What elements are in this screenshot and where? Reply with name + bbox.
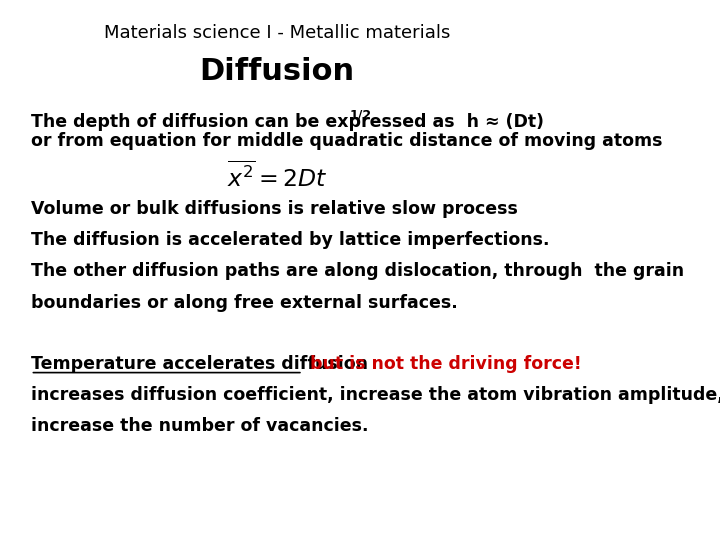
Text: Volume or bulk diffusions is relative slow process: Volume or bulk diffusions is relative sl… <box>30 200 518 218</box>
Text: increase the number of vacancies.: increase the number of vacancies. <box>30 417 368 435</box>
Text: 1/2: 1/2 <box>349 108 372 121</box>
Text: Temperature accelerates diffusion: Temperature accelerates diffusion <box>30 355 367 373</box>
Text: but is not the driving force!: but is not the driving force! <box>304 355 582 373</box>
Text: or from equation for middle quadratic distance of moving atoms: or from equation for middle quadratic di… <box>30 132 662 150</box>
Text: $\overline{x^2} = 2Dt$: $\overline{x^2} = 2Dt$ <box>227 161 328 192</box>
Text: increases diffusion coefficient, increase the atom vibration amplitude,: increases diffusion coefficient, increas… <box>30 386 720 404</box>
Text: Diffusion: Diffusion <box>199 57 355 86</box>
Text: The diffusion is accelerated by lattice imperfections.: The diffusion is accelerated by lattice … <box>30 231 549 249</box>
Text: Materials science I - Metallic materials: Materials science I - Metallic materials <box>104 24 451 42</box>
Text: The depth of diffusion can be expressed as  h ≈ (Dt): The depth of diffusion can be expressed … <box>30 113 544 131</box>
Text: boundaries or along free external surfaces.: boundaries or along free external surfac… <box>30 294 457 312</box>
Text: The other diffusion paths are along dislocation, through  the grain: The other diffusion paths are along disl… <box>30 262 683 280</box>
